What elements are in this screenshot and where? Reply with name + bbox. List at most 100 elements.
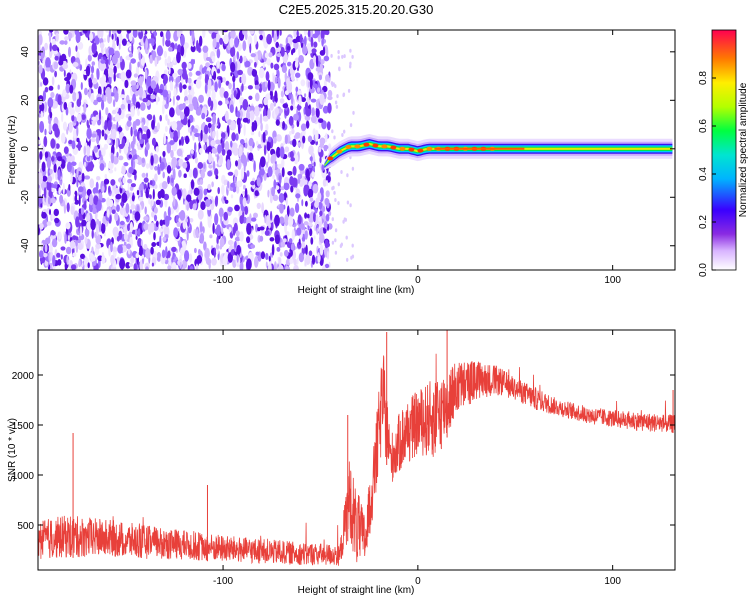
- noise-speckle: [304, 115, 311, 121]
- noise-speckle: [243, 184, 246, 190]
- noise-speckle: [48, 119, 52, 125]
- noise-speckle: [291, 229, 295, 241]
- colorbar: 0.0 0.2 0.4 0.6 0.8 Normalized spectral ampl…: [698, 29, 749, 277]
- noise-speckle: [153, 232, 156, 241]
- noise-speckle: [51, 231, 56, 236]
- noise-speckle: [152, 153, 159, 164]
- noise-speckle: [38, 64, 43, 74]
- noise-speckle: [279, 252, 283, 257]
- noise-speckle: [223, 91, 229, 99]
- noise-speckle: [62, 121, 68, 131]
- noise-speckle: [145, 38, 149, 50]
- noise-speckle: [235, 160, 238, 167]
- noise-speckle: [339, 244, 343, 248]
- noise-speckle: [91, 42, 97, 54]
- noise-speckle: [153, 207, 158, 214]
- noise-speckle: [310, 156, 313, 162]
- noise-speckle: [258, 103, 264, 109]
- noise-speckle: [223, 34, 229, 45]
- noise-speckle: [139, 183, 144, 194]
- noise-speckle: [189, 90, 195, 96]
- noise-speckle: [185, 218, 188, 223]
- noise-speckle: [128, 116, 132, 122]
- noise-speckle: [331, 240, 335, 245]
- noise-speckle: [267, 108, 271, 120]
- noise-speckle: [218, 207, 224, 218]
- noise-speckle: [180, 34, 185, 47]
- noise-speckle: [235, 230, 240, 236]
- noise-speckle: [149, 180, 153, 186]
- noise-speckle: [192, 167, 198, 179]
- noise-speckle: [249, 105, 255, 113]
- noise-speckle: [74, 195, 78, 203]
- noise-speckle: [345, 235, 348, 240]
- noise-speckle: [108, 30, 111, 38]
- noise-speckle: [90, 133, 97, 138]
- noise-speckle: [323, 144, 329, 150]
- snr-x-ticks: -100 0 100: [213, 330, 621, 587]
- noise-speckle: [120, 103, 126, 110]
- noise-speckle: [235, 133, 239, 141]
- noise-speckle: [258, 83, 263, 93]
- noise-speckle: [53, 208, 59, 217]
- noise-speckle: [110, 241, 113, 253]
- noise-speckle: [83, 145, 87, 156]
- y-tick-label: 1000: [12, 471, 35, 482]
- y-tick-label: -40: [20, 238, 31, 253]
- noise-speckle: [41, 242, 44, 251]
- noise-speckle: [350, 255, 353, 260]
- noise-speckle: [126, 30, 132, 34]
- noise-speckle: [173, 197, 176, 207]
- noise-speckle: [311, 254, 316, 265]
- noise-speckle: [274, 234, 280, 245]
- signal-hotspot: [408, 147, 415, 152]
- spectrogram-x-axis-label: Height of straight line (km): [298, 285, 415, 296]
- noise-speckle: [68, 46, 71, 58]
- noise-speckle: [287, 37, 294, 43]
- noise-speckle: [242, 99, 249, 111]
- noise-speckle: [280, 46, 285, 57]
- noise-speckle: [103, 38, 107, 43]
- noise-speckle: [150, 94, 156, 100]
- noise-speckle: [121, 38, 127, 46]
- noise-speckle: [144, 206, 147, 215]
- noise-speckle: [276, 69, 280, 80]
- noise-speckle: [318, 146, 322, 153]
- noise-speckle: [259, 156, 266, 168]
- noise-speckle: [118, 155, 124, 161]
- noise-speckle: [246, 223, 252, 235]
- noise-speckle: [44, 101, 48, 113]
- noise-speckle: [86, 127, 92, 140]
- noise-speckle: [282, 103, 289, 109]
- noise-speckle: [349, 48, 352, 53]
- noise-speckle: [334, 198, 337, 202]
- noise-speckle: [277, 77, 281, 89]
- noise-speckle: [319, 50, 326, 56]
- colorbar-tick-label: 0.6: [698, 119, 709, 133]
- noise-speckle: [119, 55, 123, 63]
- noise-speckle: [298, 163, 305, 171]
- noise-speckle: [272, 161, 276, 172]
- noise-speckle: [213, 247, 216, 258]
- noise-speckle: [284, 134, 288, 145]
- noise-speckle: [240, 154, 247, 164]
- noise-speckle: [246, 236, 251, 244]
- noise-speckle: [93, 265, 98, 270]
- noise-speckle: [285, 265, 290, 270]
- noise-speckle: [71, 102, 74, 108]
- noise-speckle: [39, 151, 43, 160]
- noise-speckle: [70, 205, 75, 215]
- noise-speckle: [197, 106, 202, 116]
- noise-speckle: [135, 235, 138, 240]
- noise-speckle: [91, 61, 96, 66]
- noise-speckle: [246, 258, 252, 270]
- noise-speckle: [271, 186, 276, 197]
- noise-speckle: [198, 142, 201, 149]
- noise-speckle: [132, 30, 138, 38]
- noise-speckle: [253, 212, 258, 219]
- noise-speckle: [242, 211, 245, 219]
- noise-speckle: [57, 94, 62, 106]
- noise-speckle: [274, 76, 278, 84]
- noise-speckle: [279, 203, 284, 214]
- noise-speckle: [311, 152, 315, 164]
